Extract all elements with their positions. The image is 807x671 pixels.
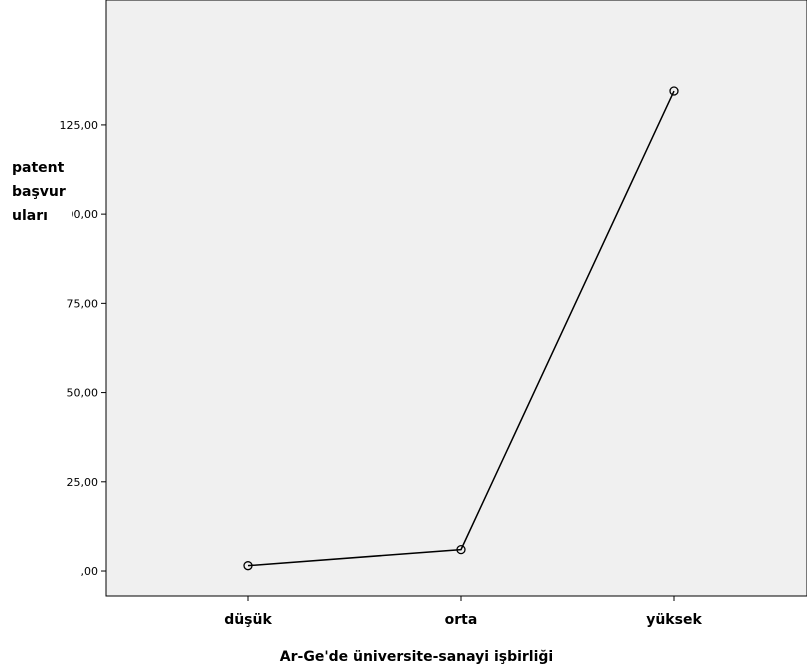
x-axis-ticks: düşük orta yüksek bbox=[224, 596, 702, 628]
y-axis-label-background bbox=[0, 156, 72, 234]
y-tick-label: 125,00 bbox=[60, 119, 99, 132]
y-axis-label-line-2: başvur bbox=[12, 184, 66, 200]
data-point bbox=[456, 544, 466, 555]
plot-area bbox=[105, 0, 807, 597]
y-axis-label: patent başvur uları bbox=[12, 160, 71, 224]
series-line bbox=[247, 90, 675, 567]
x-axis-label: Ar-Ge'de üniversite-sanayi işbirliği bbox=[280, 649, 553, 665]
y-tick-label: 75,00 bbox=[67, 297, 99, 310]
x-tick-label: yüksek bbox=[646, 612, 702, 628]
data-point bbox=[669, 86, 679, 96]
y-axis-label-line-3: uları bbox=[12, 208, 48, 224]
y-tick-label: ,00 bbox=[81, 565, 99, 578]
data-point bbox=[243, 561, 253, 571]
x-tick-label: orta bbox=[445, 612, 478, 628]
data-points bbox=[243, 86, 679, 571]
y-tick-label: 25,00 bbox=[67, 476, 99, 489]
x-tick-label: düşük bbox=[224, 612, 272, 628]
y-tick-label: 50,00 bbox=[67, 387, 99, 400]
y-axis-label-line-1: patent bbox=[12, 160, 65, 176]
